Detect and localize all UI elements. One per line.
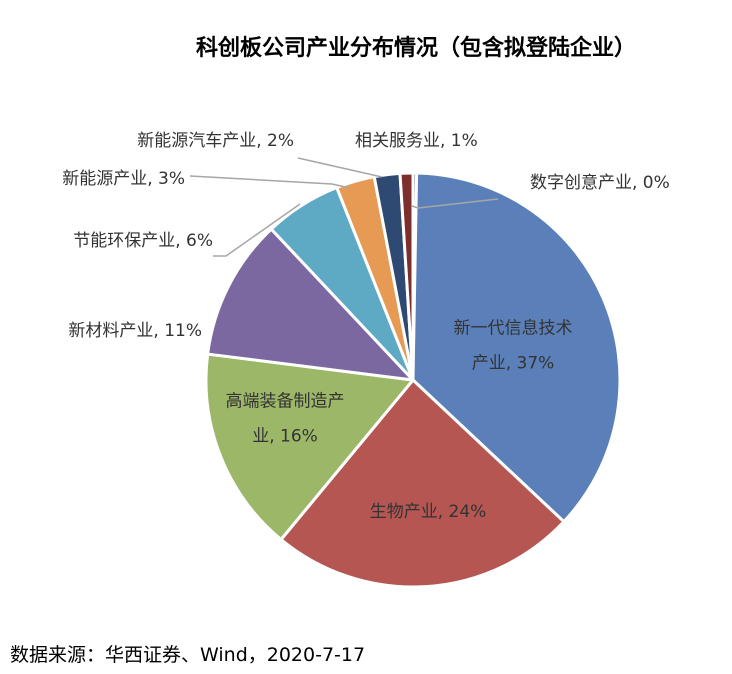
pie-slice [411, 171, 622, 524]
pie-slice [411, 171, 419, 382]
leader-line [189, 175, 351, 189]
slice-label: 生物产业, 24% [370, 502, 487, 522]
pie-slice [279, 378, 566, 589]
pie-slice [204, 352, 415, 541]
pie-slices [204, 171, 622, 589]
slice-labels: 新一代信息技术产业, 37% 生物产业, 24% 高端装备制造产业, 16% 新材料产… [62, 131, 670, 522]
leader-line [411, 198, 499, 209]
pie-slice [206, 227, 415, 382]
slice-label: 相关服务业, 1% [355, 131, 478, 151]
pie-chart: 新一代信息技术产业, 37% 生物产业, 24% 高端装备制造产业, 16% 新材料产… [62, 131, 670, 589]
source-note: 数据来源：华西证券、Wind，2020-7-17 [10, 644, 366, 666]
slice-label: 新能源产业, 3% [62, 169, 185, 189]
slice-label: 数字创意产业, 0% [530, 173, 670, 193]
leader-line [213, 203, 301, 257]
leader-line [297, 157, 383, 178]
chart-title: 科创板公司产业分布情况（包含拟登陆企业） [195, 36, 636, 61]
leader-lines [189, 157, 499, 257]
slice-label: 新能源汽车产业, 2% [137, 131, 294, 151]
slice-label: 新材料产业, 11% [68, 321, 202, 341]
slice-label: 高端装备制造产业, 16% [226, 392, 345, 447]
slice-label: 节能环保产业, 6% [73, 231, 213, 251]
slice-label: 新一代信息技术产业, 37% [454, 319, 573, 374]
